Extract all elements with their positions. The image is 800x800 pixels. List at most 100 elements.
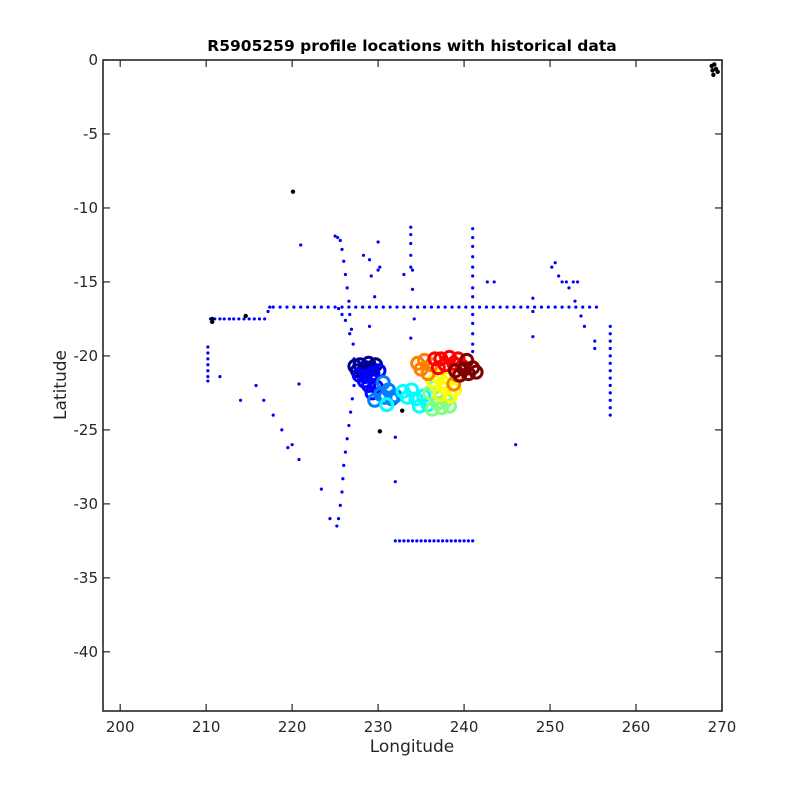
other-point [377, 429, 383, 434]
historical-point [348, 312, 352, 317]
historical-point [471, 286, 475, 290]
historical-point [350, 397, 354, 401]
historical-point [285, 305, 289, 309]
historical-point [512, 305, 516, 309]
historical-point [471, 227, 475, 231]
historical-point [412, 317, 416, 321]
historical-point [206, 351, 210, 355]
historical-point [471, 265, 475, 269]
historical-point [299, 243, 303, 247]
historical-point [608, 376, 612, 380]
historical-point [532, 305, 537, 309]
historical-point [227, 317, 231, 321]
x-tick-label: 230 [364, 718, 393, 736]
profile-point [468, 364, 484, 380]
historical-point [471, 295, 475, 299]
historical-point [409, 305, 413, 309]
other-point [290, 189, 296, 194]
historical-point [514, 443, 518, 447]
y-tick-label: -5 [83, 125, 98, 143]
historical-point [608, 339, 612, 343]
historical-point [347, 423, 351, 428]
historical-point [449, 539, 453, 543]
historical-point [462, 539, 466, 543]
historical-point [333, 305, 337, 309]
historical-point [393, 435, 397, 439]
profile-point [441, 398, 457, 414]
historical-point [376, 268, 380, 272]
historical-point [471, 255, 475, 259]
x-tick-label: 220 [278, 718, 307, 736]
profile-point [375, 375, 391, 391]
historical-point [374, 305, 378, 309]
historical-point [457, 305, 461, 309]
historical-point [402, 305, 406, 309]
y-tick-label: -10 [74, 199, 99, 217]
historical-point [286, 446, 290, 450]
historical-point [498, 305, 502, 309]
historical-point [271, 413, 275, 417]
other-point [209, 319, 215, 325]
historical-point [242, 317, 246, 321]
historical-point [432, 539, 436, 543]
historical-point [409, 225, 413, 229]
historical-point [436, 305, 440, 309]
historical-point [326, 305, 330, 309]
historical-point [531, 335, 535, 339]
historical-point [485, 280, 489, 284]
historical-point [453, 539, 458, 543]
historical-point [471, 305, 475, 309]
historical-point [319, 487, 323, 491]
historical-point [398, 539, 402, 543]
historical-point [338, 503, 342, 507]
other-point [715, 69, 720, 75]
historical-point [352, 383, 356, 388]
historical-point [345, 437, 349, 441]
historical-point [238, 398, 243, 402]
historical-point [553, 305, 557, 309]
historical-point [608, 346, 612, 351]
profile-point [361, 378, 377, 393]
historical-point [206, 369, 210, 373]
historical-point [351, 342, 355, 346]
historical-point [312, 305, 317, 309]
y-tick-label: 0 [88, 51, 98, 69]
historical-point [278, 305, 282, 309]
historical-point [415, 539, 419, 543]
historical-point [395, 305, 399, 309]
x-tick-label: 260 [622, 718, 651, 736]
historical-point [564, 280, 568, 284]
historical-point [484, 305, 489, 309]
historical-point [409, 265, 413, 269]
historical-point [271, 305, 275, 309]
historical-point [367, 305, 372, 309]
historical-point [299, 305, 303, 309]
historical-point [218, 317, 222, 321]
historical-point [343, 450, 348, 454]
other-point [399, 408, 405, 413]
historical-point [553, 261, 557, 265]
historical-point [340, 490, 344, 494]
historical-point [354, 305, 358, 309]
historical-point [347, 299, 351, 303]
profile-point [408, 391, 424, 407]
historical-point [471, 274, 475, 278]
historical-point [252, 317, 256, 321]
historical-point [335, 524, 339, 528]
chart-title: R5905259 profile locations with historic… [207, 37, 616, 55]
historical-point [505, 305, 509, 309]
historical-point [247, 317, 251, 321]
historical-point [280, 428, 284, 432]
historical-point [588, 305, 592, 309]
historical-point [471, 235, 475, 240]
historical-point [361, 253, 366, 257]
historical-point [402, 539, 406, 543]
historical-point [471, 342, 475, 346]
historical-point [336, 517, 341, 521]
historical-point [347, 305, 351, 309]
series-layer [206, 62, 720, 543]
historical-point [567, 286, 571, 290]
other-point [710, 68, 715, 73]
historical-point [367, 258, 372, 262]
